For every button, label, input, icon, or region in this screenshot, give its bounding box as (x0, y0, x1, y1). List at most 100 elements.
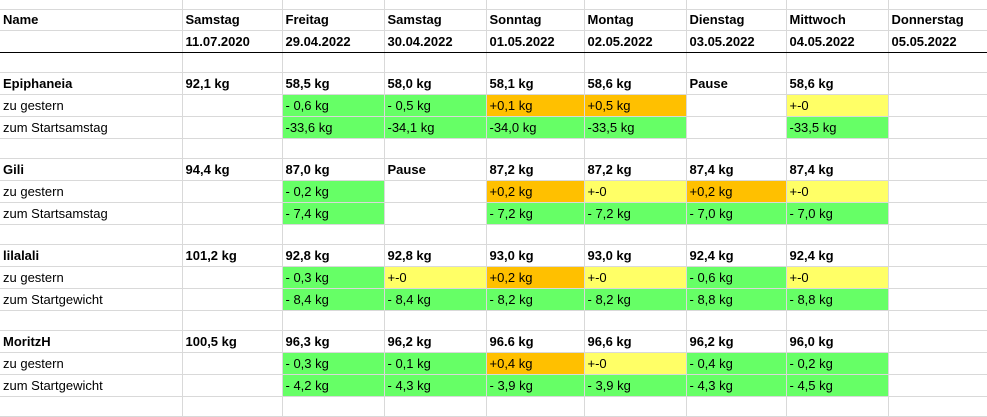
diff-cell[interactable]: - 4,3 kg (384, 374, 487, 397)
row-label-cell[interactable]: zum Startsamstag (0, 202, 183, 225)
cell[interactable] (182, 310, 283, 331)
diff-cell[interactable]: - 0,4 kg (686, 352, 787, 375)
diff-cell[interactable] (182, 352, 283, 375)
weight-cell[interactable]: 58,5 kg (282, 72, 385, 95)
header-date-cell[interactable]: 29.04.2022 (282, 30, 385, 53)
diff-cell[interactable] (182, 116, 283, 139)
cell[interactable] (584, 52, 687, 73)
diff-cell[interactable] (888, 288, 987, 311)
weight-cell[interactable]: 58,1 kg (486, 72, 585, 95)
header-name-cell[interactable]: Name (0, 9, 183, 31)
cell[interactable] (182, 138, 283, 159)
diff-cell[interactable]: +-0 (786, 266, 889, 289)
cell[interactable] (888, 52, 987, 73)
header-day-cell[interactable]: Montag (584, 9, 687, 31)
diff-cell[interactable] (888, 116, 987, 139)
cell[interactable] (486, 310, 585, 331)
weight-cell[interactable]: 101,2 kg (182, 244, 283, 267)
diff-cell[interactable]: +-0 (584, 180, 687, 203)
weight-cell[interactable] (888, 244, 987, 267)
header-date-cell[interactable]: 02.05.2022 (584, 30, 687, 53)
diff-cell[interactable]: - 7,2 kg (486, 202, 585, 225)
header-date-cell[interactable]: 01.05.2022 (486, 30, 585, 53)
weight-cell[interactable] (888, 72, 987, 95)
diff-cell[interactable] (888, 374, 987, 397)
diff-cell[interactable]: - 8,8 kg (786, 288, 889, 311)
cell[interactable] (888, 396, 987, 417)
diff-cell[interactable] (888, 180, 987, 203)
cell[interactable] (486, 138, 585, 159)
diff-cell[interactable]: -34,1 kg (384, 116, 487, 139)
header-date-cell[interactable]: 03.05.2022 (686, 30, 787, 53)
diff-cell[interactable]: - 0,3 kg (282, 266, 385, 289)
weight-cell[interactable]: 58,6 kg (584, 72, 687, 95)
header-date-cell[interactable]: 30.04.2022 (384, 30, 487, 53)
cell[interactable] (686, 0, 787, 10)
diff-cell[interactable]: +0,2 kg (486, 180, 585, 203)
diff-cell[interactable] (182, 94, 283, 117)
cell[interactable] (282, 310, 385, 331)
cell[interactable] (486, 224, 585, 245)
header-date-cell[interactable]: 05.05.2022 (888, 30, 987, 53)
diff-cell[interactable] (182, 180, 283, 203)
weight-cell[interactable]: 87,0 kg (282, 158, 385, 181)
diff-cell[interactable] (182, 288, 283, 311)
weight-cell[interactable]: 96,6 kg (584, 330, 687, 353)
diff-cell[interactable]: - 4,3 kg (686, 374, 787, 397)
cell[interactable] (282, 0, 385, 10)
cell[interactable] (486, 52, 585, 73)
diff-cell[interactable] (888, 352, 987, 375)
row-label-cell[interactable]: zu gestern (0, 94, 183, 117)
cell[interactable] (282, 396, 385, 417)
diff-cell[interactable]: - 8,4 kg (384, 288, 487, 311)
weight-cell[interactable]: 92,1 kg (182, 72, 283, 95)
diff-cell[interactable]: +0,2 kg (486, 266, 585, 289)
weight-cell[interactable]: 92,4 kg (786, 244, 889, 267)
weight-cell[interactable]: 87,4 kg (686, 158, 787, 181)
diff-cell[interactable]: +0,4 kg (486, 352, 585, 375)
weight-cell[interactable]: 58,6 kg (786, 72, 889, 95)
weight-cell[interactable]: 87,2 kg (486, 158, 585, 181)
cell[interactable] (282, 224, 385, 245)
weight-cell[interactable]: 100,5 kg (182, 330, 283, 353)
cell[interactable] (282, 138, 385, 159)
cell[interactable] (182, 0, 283, 10)
row-label-cell[interactable]: zum Startgewicht (0, 288, 183, 311)
cell[interactable] (786, 396, 889, 417)
cell[interactable] (182, 396, 283, 417)
cell[interactable] (686, 52, 787, 73)
diff-cell[interactable]: - 4,5 kg (786, 374, 889, 397)
diff-cell[interactable]: - 0,2 kg (786, 352, 889, 375)
weight-cell[interactable]: 92,4 kg (686, 244, 787, 267)
header-day-cell[interactable]: Freitag (282, 9, 385, 31)
cell[interactable] (686, 396, 787, 417)
cell[interactable] (584, 138, 687, 159)
cell[interactable] (0, 396, 183, 417)
diff-cell[interactable] (182, 266, 283, 289)
diff-cell[interactable]: - 8,4 kg (282, 288, 385, 311)
cell[interactable] (486, 0, 585, 10)
person-name-cell[interactable]: Epiphaneia (0, 72, 183, 95)
weight-cell[interactable]: 92,8 kg (282, 244, 385, 267)
diff-cell[interactable]: - 0,6 kg (686, 266, 787, 289)
weight-cell[interactable]: 87,4 kg (786, 158, 889, 181)
cell[interactable] (786, 0, 889, 10)
weight-cell[interactable]: 96,2 kg (384, 330, 487, 353)
diff-cell[interactable]: +-0 (786, 94, 889, 117)
header-day-cell[interactable]: Sonntag (486, 9, 585, 31)
cell[interactable] (0, 310, 183, 331)
header-day-cell[interactable]: Samstag (384, 9, 487, 31)
diff-cell[interactable]: - 8,8 kg (686, 288, 787, 311)
diff-cell[interactable]: - 0,5 kg (384, 94, 487, 117)
diff-cell[interactable]: +-0 (584, 266, 687, 289)
row-label-cell[interactable]: zu gestern (0, 180, 183, 203)
diff-cell[interactable]: - 4,2 kg (282, 374, 385, 397)
row-label-cell[interactable]: zu gestern (0, 352, 183, 375)
cell[interactable] (786, 224, 889, 245)
cell[interactable] (0, 138, 183, 159)
weight-cell[interactable]: Pause (686, 72, 787, 95)
cell[interactable] (282, 52, 385, 73)
cell[interactable] (182, 224, 283, 245)
diff-cell[interactable]: +0,5 kg (584, 94, 687, 117)
diff-cell[interactable]: - 8,2 kg (584, 288, 687, 311)
